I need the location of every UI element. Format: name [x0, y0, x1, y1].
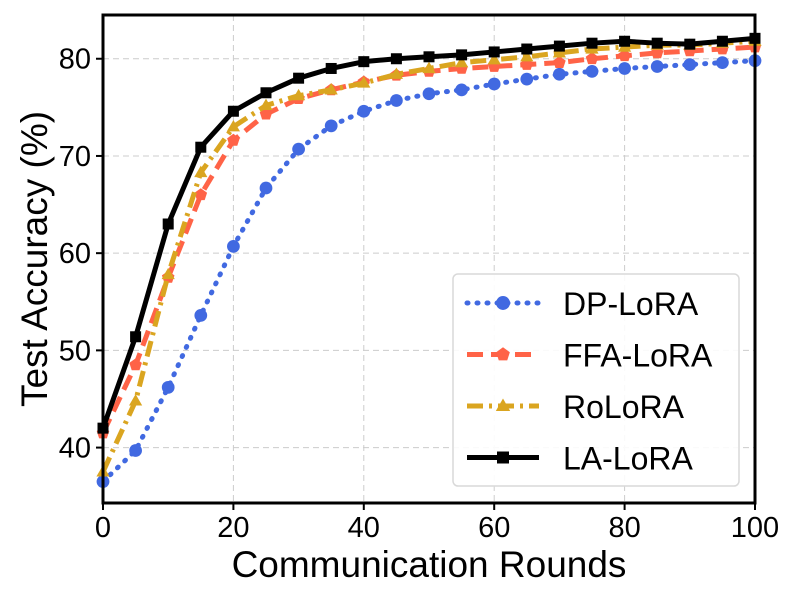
data-point-la-lora: [195, 141, 207, 153]
data-point-dp-lora: [129, 444, 142, 457]
y-tick-label: 40: [59, 433, 91, 465]
data-point-la-lora: [488, 46, 500, 58]
data-point-dp-lora: [487, 77, 501, 91]
y-tick-label: 80: [59, 44, 91, 76]
data-point-la-lora: [619, 35, 631, 47]
x-tick-label: 80: [608, 512, 640, 544]
legend-marker-la-lora: [497, 451, 509, 464]
legend-box: [452, 273, 740, 487]
legend-label-la-lora: LA-LoRA: [563, 441, 694, 477]
data-point-dp-lora: [455, 83, 468, 97]
data-point-la-lora: [325, 62, 337, 74]
data-point-ffa-lora: [585, 52, 599, 65]
data-point-dp-lora: [716, 56, 729, 70]
data-point-dp-lora: [194, 309, 208, 322]
data-point-rolora: [259, 98, 273, 111]
series-line-rolora: [100, 38, 756, 473]
data-point-la-lora: [293, 72, 305, 84]
legend-entry-dp-lora: DP-LoRA: [464, 286, 699, 322]
data-point-rolora: [161, 267, 175, 280]
y-tick-label: 70: [59, 141, 91, 173]
series-dp-lora: [96, 54, 762, 488]
x-tick-label: 20: [217, 512, 249, 544]
legend-marker-rolora: [495, 398, 511, 412]
y-tick-label: 50: [59, 335, 91, 367]
legend: DP-LoRA FFA-LoRA RoLoRA LA-LoRA: [452, 273, 740, 487]
plot-frame: [101, 13, 757, 505]
legend-label-rolora: RoLoRA: [563, 389, 685, 425]
data-point-dp-lora: [422, 87, 436, 101]
data-point-ffa-lora: [129, 358, 142, 371]
data-point-rolora: [520, 49, 534, 62]
data-point-dp-lora: [390, 94, 403, 107]
data-point-rolora: [292, 88, 306, 101]
x-tick-label: 0: [95, 512, 111, 544]
data-point-dp-lora: [227, 239, 240, 253]
data-point-la-lora: [586, 37, 598, 49]
legend-entry-la-lora: LA-LoRA: [467, 441, 694, 477]
data-point-rolora: [226, 119, 240, 132]
data-point-ffa-lora: [618, 49, 631, 62]
data-point-dp-lora: [683, 58, 697, 71]
x-axis-label: Communication Rounds: [232, 544, 627, 585]
data-point-la-lora: [521, 43, 533, 55]
data-point-dp-lora: [520, 72, 534, 86]
data-point-dp-lora: [292, 142, 305, 156]
data-point-dp-lora: [324, 119, 338, 133]
data-point-rolora: [389, 67, 403, 79]
data-point-la-lora: [227, 105, 239, 117]
data-point-dp-lora: [259, 181, 273, 195]
data-point-la-lora: [358, 56, 370, 68]
data-point-rolora: [129, 394, 143, 406]
data-point-ffa-lora: [194, 188, 208, 201]
data-point-rolora: [422, 61, 436, 74]
legend-marker-dp-lora: [496, 296, 510, 310]
data-point-dp-lora: [585, 65, 599, 78]
data-point-dp-lora: [161, 380, 175, 394]
data-point-dp-lora: [650, 60, 664, 73]
data-point-la-lora: [651, 37, 663, 49]
data-point-rolora: [194, 165, 208, 178]
legend-label-ffa-lora: FFA-LoRA: [563, 338, 713, 374]
data-point-la-lora: [130, 331, 142, 343]
legend-label-dp-lora: DP-LoRA: [563, 286, 699, 322]
data-point-rolora: [552, 46, 566, 58]
data-point-rolora: [487, 52, 501, 65]
data-point-la-lora: [716, 35, 728, 47]
data-point-dp-lora: [618, 62, 631, 75]
legend-entry-rolora: RoLoRA: [467, 389, 685, 425]
series-layer: [96, 32, 762, 488]
data-point-rolora: [324, 83, 338, 95]
y-axis-label: Test Accuracy (%): [14, 111, 55, 407]
axis-ticks: 0 20 40 60 80 100 40 50 60 70 80: [59, 44, 779, 544]
data-point-dp-lora: [553, 67, 566, 81]
data-point-la-lora: [260, 87, 272, 99]
data-point-la-lora: [553, 40, 565, 52]
data-point-la-lora: [162, 218, 174, 230]
data-point-la-lora: [423, 51, 435, 63]
x-tick-label: 60: [478, 512, 510, 544]
data-point-rolora: [357, 76, 371, 88]
legend-marker-ffa-lora: [496, 347, 510, 361]
data-point-ffa-lora: [259, 107, 273, 120]
y-tick-label: 60: [59, 238, 91, 270]
data-point-ffa-lora: [227, 133, 240, 146]
data-point-dp-lora: [357, 104, 371, 118]
legend-entry-ffa-lora: FFA-LoRA: [467, 338, 713, 374]
data-point-la-lora: [390, 53, 402, 65]
data-point-rolora: [455, 55, 469, 68]
data-point-la-lora: [684, 38, 696, 50]
data-point-ffa-lora: [553, 56, 566, 68]
data-point-la-lora: [456, 49, 468, 61]
x-tick-label: 40: [348, 512, 380, 544]
x-tick-label: 100: [731, 512, 779, 544]
